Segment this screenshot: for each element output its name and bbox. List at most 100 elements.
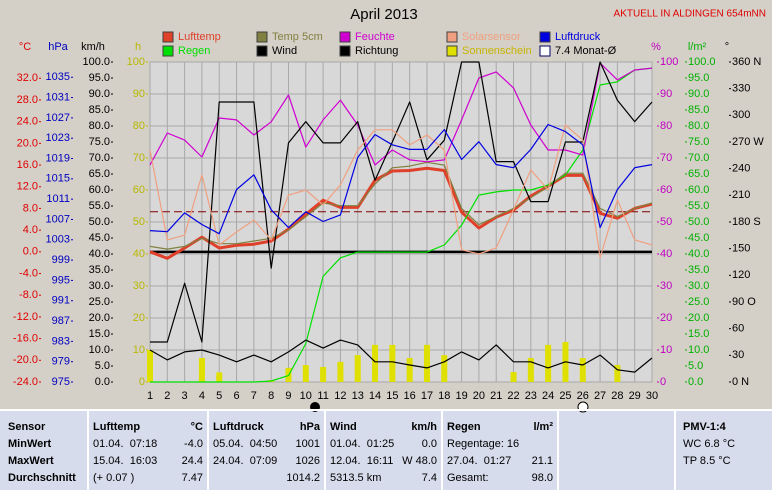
- x-tick-label: 20: [473, 390, 485, 402]
- x-tick-label: 23: [525, 390, 537, 402]
- y-tick-label: 1023: [46, 132, 70, 144]
- table-row-label: Durchschnitt: [8, 472, 76, 484]
- table-header: Regen: [447, 421, 481, 433]
- y-tick-label: 50.0: [688, 216, 709, 228]
- y-tick-label: 40: [133, 248, 145, 260]
- y-tick-label: -12.0: [13, 311, 38, 323]
- y-tick-label: 120: [732, 269, 750, 281]
- y-tick-label: 0 N: [732, 376, 749, 388]
- x-tick-label: 28: [611, 390, 623, 402]
- axis-label: l/m²: [688, 41, 707, 53]
- y-tick-label: 210: [732, 189, 750, 201]
- axis-label: km/h: [81, 41, 105, 53]
- y-tick-label: 55.0: [688, 200, 709, 212]
- x-tick-label: 30: [646, 390, 658, 402]
- table-cell: 5313.5 km: [330, 472, 381, 484]
- table-header: Sensor: [8, 421, 46, 433]
- table-header: Lufttemp: [93, 421, 140, 433]
- legend-swatch: [539, 31, 551, 43]
- y-tick-label: 55.0: [89, 200, 110, 212]
- y-tick-label: 1019: [46, 152, 70, 164]
- y-tick-label: 80.0: [89, 120, 110, 132]
- y-tick-label: 65.0: [89, 168, 110, 180]
- table-cell: Gesamt:: [447, 472, 489, 484]
- series-line: [150, 61, 653, 343]
- x-tick-label: 13: [352, 390, 364, 402]
- x-tick-label: 26: [577, 390, 589, 402]
- table-cell: 24.04. 07:09: [213, 455, 277, 467]
- y-tick-label: 20.0: [688, 312, 709, 324]
- y-tick-label: 15.0: [89, 328, 110, 340]
- table-header: Luftdruck: [213, 421, 265, 433]
- y-tick-label: 40.0: [688, 248, 709, 260]
- y-tick-label: 100: [660, 56, 678, 68]
- bar: [372, 344, 379, 382]
- y-tick-label: 85.0: [89, 104, 110, 116]
- y-tick-label: 30.0: [89, 280, 110, 292]
- table-header-unit: °C: [191, 421, 203, 433]
- y-tick-label: 20.0: [89, 312, 110, 324]
- y-tick-label: 30: [732, 349, 744, 361]
- y-tick-label: 40.0: [89, 248, 110, 260]
- table-cell: 0.0: [422, 438, 437, 450]
- y-tick-label: 24.0: [17, 116, 38, 128]
- y-tick-label: -8.0: [19, 289, 38, 301]
- legend-swatch: [446, 31, 458, 43]
- y-tick-label: 90 O: [732, 296, 756, 308]
- table-header-unit: hPa: [300, 421, 321, 433]
- chart-subtitle: AKTUELL IN ALDINGEN 654mNN: [614, 9, 766, 20]
- y-tick-label: 45.0: [89, 232, 110, 244]
- y-tick-label: 90.0: [89, 88, 110, 100]
- x-tick-label: 1: [147, 390, 153, 402]
- table-cell: -4.0: [184, 438, 203, 450]
- x-tick-label: 9: [285, 390, 291, 402]
- y-tick-label: 180 S: [732, 216, 761, 228]
- x-tick-label: 18: [438, 390, 450, 402]
- y-tick-label: 0.0: [688, 376, 703, 388]
- legend-swatch: [162, 45, 174, 57]
- table-cell: Regentage: 16: [447, 438, 519, 450]
- x-tick-label: 14: [369, 390, 381, 402]
- axis-label: °: [725, 41, 729, 53]
- x-tick-label: 4: [199, 390, 205, 402]
- y-tick-label: 50.0: [89, 216, 110, 228]
- y-tick-label: 25.0: [688, 296, 709, 308]
- y-tick-label: 60: [133, 184, 145, 196]
- table-cell: 05.04. 04:50: [213, 438, 277, 450]
- x-tick-label: 10: [300, 390, 312, 402]
- table-cell: TP 8.5 °C: [683, 455, 731, 467]
- x-tick-label: 11: [317, 390, 328, 402]
- y-tick-label: 70.0: [688, 152, 709, 164]
- x-tick-label: 25: [559, 390, 571, 402]
- legend-swatch: [339, 45, 351, 57]
- y-tick-label: 90: [660, 88, 672, 100]
- bar: [320, 366, 327, 382]
- y-tick-label: 987: [52, 315, 70, 327]
- y-tick-label: 100: [127, 56, 145, 68]
- table-cell: 24.4: [182, 455, 203, 467]
- legend-swatch: [339, 31, 351, 43]
- legend-label: Lufttemp: [178, 31, 221, 43]
- x-tick-label: 19: [455, 390, 467, 402]
- series-line: [149, 123, 653, 235]
- legend-label: Solarsensor: [462, 31, 521, 43]
- y-tick-label: 25.0: [89, 296, 110, 308]
- axis-label: hPa: [48, 41, 68, 53]
- table-header: PMV-1:4: [683, 421, 727, 433]
- y-tick-label: 40: [660, 248, 672, 260]
- y-tick-label: 991: [52, 295, 70, 307]
- y-tick-label: 4.0: [23, 224, 38, 236]
- bar: [337, 361, 344, 382]
- legend-label: Regen: [178, 45, 210, 57]
- x-tick-label: 2: [164, 390, 170, 402]
- y-tick-label: 80.0: [688, 120, 709, 132]
- bar: [510, 372, 517, 382]
- legend-swatch: [446, 45, 458, 57]
- y-tick-label: 1035: [46, 71, 70, 83]
- y-tick-label: 80: [133, 120, 145, 132]
- table-cell: 01.04. 07:18: [93, 438, 157, 450]
- y-tick-label: 1027: [46, 112, 70, 124]
- y-tick-label: 28.0: [17, 94, 38, 106]
